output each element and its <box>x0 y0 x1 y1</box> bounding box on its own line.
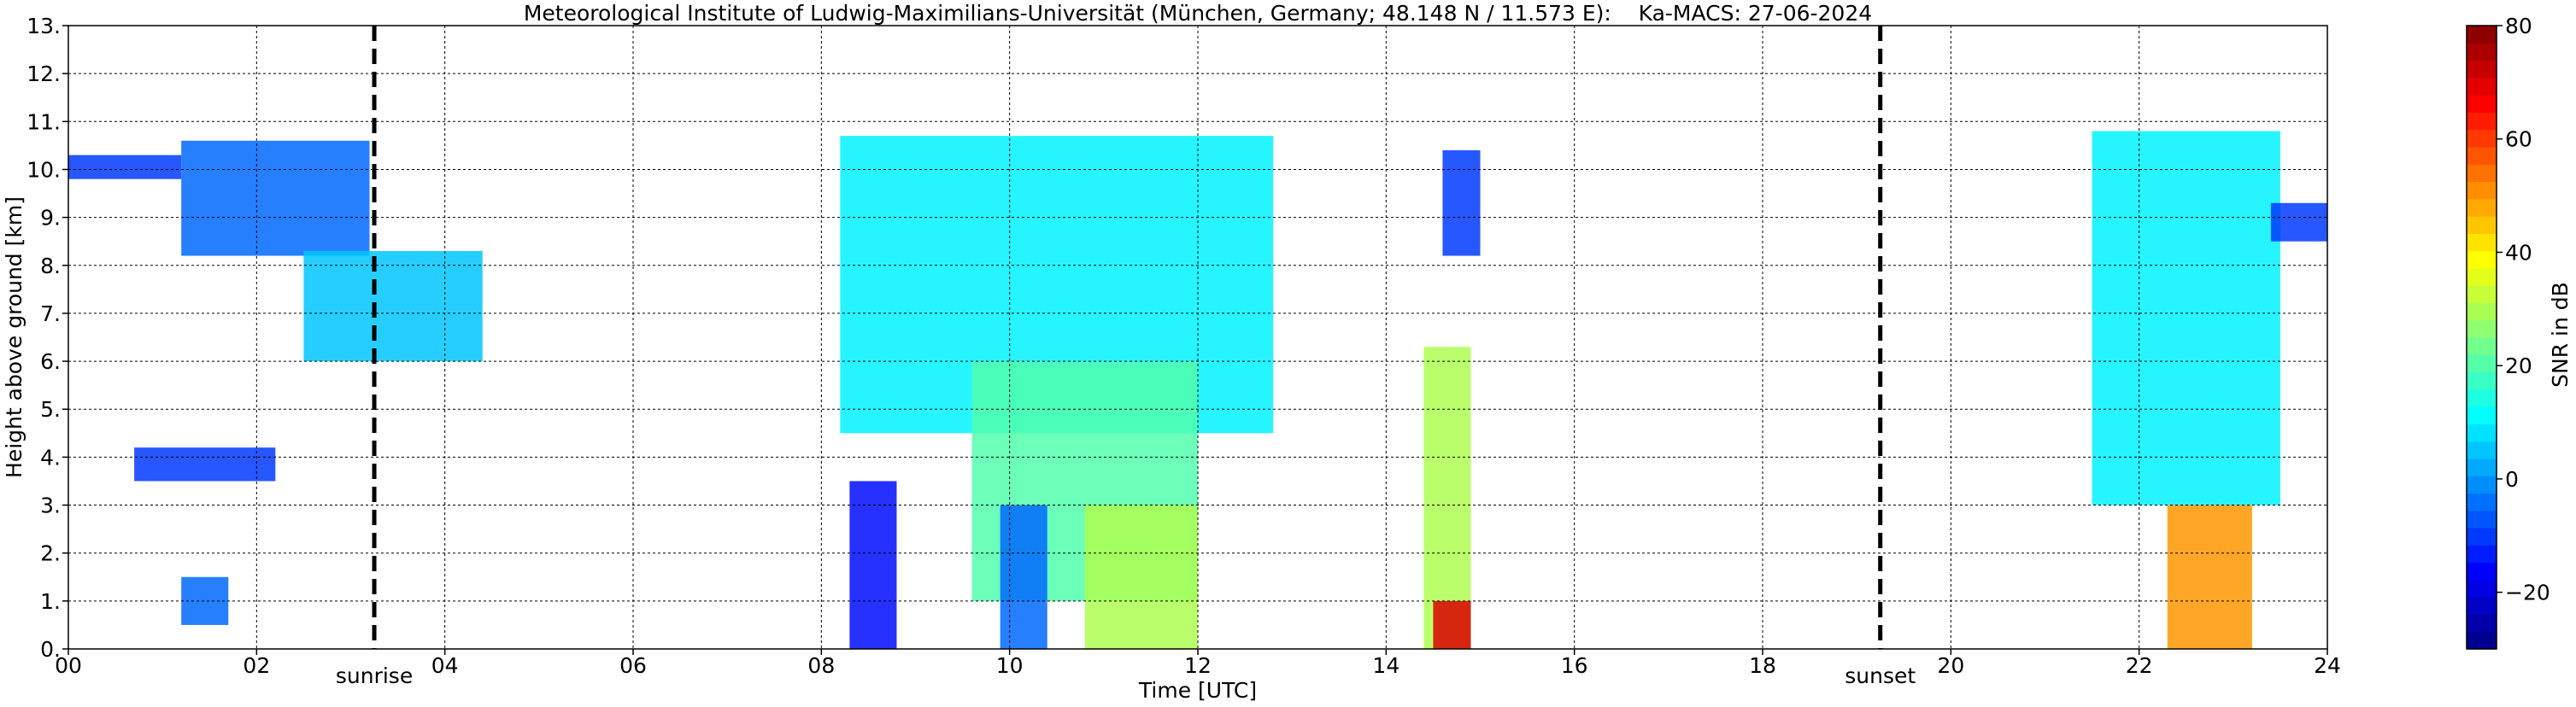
x-tick-label: 14 <box>1372 653 1399 678</box>
colorbar-segment <box>2467 198 2497 217</box>
echo-region <box>2092 131 2280 505</box>
echo-region <box>134 447 276 482</box>
colorbar-segment <box>2467 250 2497 269</box>
colorbar-segment <box>2467 43 2497 61</box>
y-tick-label: 1. <box>40 589 61 614</box>
y-tick-label: 8. <box>40 254 61 278</box>
x-axis-label: Time [UTC] <box>1138 678 1257 703</box>
colorbar-tick-label: −20 <box>2505 581 2550 605</box>
x-tick-label: 12 <box>1184 653 1212 678</box>
colorbar-segment <box>2467 458 2497 476</box>
x-tick-label: 22 <box>2126 653 2153 678</box>
colorbar-segment <box>2467 562 2497 581</box>
y-tick-label: 7. <box>40 301 61 326</box>
colorbar-segment <box>2467 597 2497 616</box>
x-tick-label: 00 <box>55 653 82 678</box>
y-tick-label: 6. <box>40 349 61 374</box>
colorbar-segment <box>2467 26 2497 44</box>
colorbar-segment <box>2467 441 2497 459</box>
sun-marker-label: sunset <box>1845 663 1916 688</box>
colorbar-ticks: −20 0 20 40 60 80 <box>2497 14 2550 605</box>
y-tick-label: 2. <box>40 541 61 566</box>
colorbar-segment <box>2467 337 2497 355</box>
y-tick-label: 13. <box>26 14 61 38</box>
colorbar-segment <box>2467 354 2497 373</box>
colorbar-segment <box>2467 181 2497 200</box>
y-tick-label: 9. <box>40 206 61 231</box>
echo-region <box>1000 505 1047 649</box>
echo-region <box>68 155 182 179</box>
colorbar-segment <box>2467 493 2497 511</box>
chart-title: Meteorological Institute of Ludwig-Maxim… <box>524 1 1872 26</box>
y-tick-label: 4. <box>40 445 61 470</box>
grid-lines <box>68 26 2327 649</box>
y-tick-label: 10. <box>26 157 61 182</box>
echo-region <box>303 250 483 362</box>
colorbar-segment <box>2467 146 2497 165</box>
y-tick-label: 0. <box>40 637 61 662</box>
colorbar-segment <box>2467 164 2497 183</box>
sun-markers: sunrise sunset <box>336 26 1916 688</box>
x-tick-label: 20 <box>1937 653 1964 678</box>
colorbar <box>2466 25 2497 650</box>
colorbar-segment <box>2467 285 2497 304</box>
x-tick-label: 04 <box>431 653 459 678</box>
echo-region <box>1442 150 1481 256</box>
x-tick-label: 06 <box>619 653 647 678</box>
colorbar-segment <box>2467 389 2497 407</box>
colorbar-segment <box>2467 216 2497 234</box>
y-tick-label: 5. <box>40 397 61 422</box>
colorbar-segment <box>2467 579 2497 598</box>
colorbar-segment <box>2467 319 2497 338</box>
echo-region <box>1433 600 1471 649</box>
colorbar-segment <box>2467 77 2497 96</box>
y-axis-label: Height above ground [km] <box>2 196 26 478</box>
colorbar-tick-label: 40 <box>2505 240 2532 265</box>
echo-region <box>181 576 229 625</box>
colorbar-segment <box>2467 528 2497 546</box>
echo-region <box>2167 505 2252 649</box>
colorbar-segment <box>2467 510 2497 529</box>
colorbar-segment <box>2467 302 2497 321</box>
colorbar-segment <box>2467 631 2497 650</box>
x-axis-ticks: 00 02 04 06 08 10 12 14 16 18 20 22 24 <box>55 649 2341 678</box>
y-tick-label: 11. <box>26 109 61 134</box>
colorbar-segment <box>2467 476 2497 494</box>
colorbar-segment <box>2467 424 2497 442</box>
colorbar-tick-label: 0 <box>2505 467 2519 492</box>
colorbar-segment <box>2467 60 2497 79</box>
x-tick-label: 08 <box>807 653 835 678</box>
colorbar-segment <box>2467 545 2497 564</box>
colorbar-tick-label: 60 <box>2505 127 2532 152</box>
colorbar-tick-label: 20 <box>2505 354 2532 378</box>
echo-region <box>1084 505 1198 649</box>
colorbar-segment <box>2467 371 2497 390</box>
colorbar-label: SNR in dB <box>2548 282 2573 388</box>
x-tick-label: 10 <box>996 653 1024 678</box>
y-tick-label: 12. <box>26 61 61 86</box>
colorbar-segment <box>2467 233 2497 252</box>
x-tick-label: 18 <box>1749 653 1776 678</box>
y-axis-ticks: 0. 1. 2. 3. 4. 5. 6. 7. 8. 9. 10. 11. 12. 13. <box>26 14 68 662</box>
x-tick-label: 16 <box>1561 653 1588 678</box>
colorbar-tick-label: 80 <box>2505 14 2532 38</box>
echo-region <box>1423 347 1471 649</box>
echo-region <box>2270 202 2327 242</box>
sun-marker-label: sunrise <box>336 663 413 688</box>
colorbar-frame <box>2466 25 2497 650</box>
x-tick-label: 24 <box>2314 653 2341 678</box>
colorbar-segment <box>2467 129 2497 148</box>
y-tick-label: 3. <box>40 494 61 518</box>
echo-region <box>181 140 370 256</box>
colorbar-segment <box>2467 406 2497 424</box>
colorbar-segment <box>2467 95 2497 113</box>
colorbar-segment <box>2467 267 2497 286</box>
colorbar-segment <box>2467 112 2497 131</box>
echo-region <box>849 481 897 649</box>
colorbar-segment <box>2467 614 2497 633</box>
x-tick-label: 02 <box>243 653 270 678</box>
